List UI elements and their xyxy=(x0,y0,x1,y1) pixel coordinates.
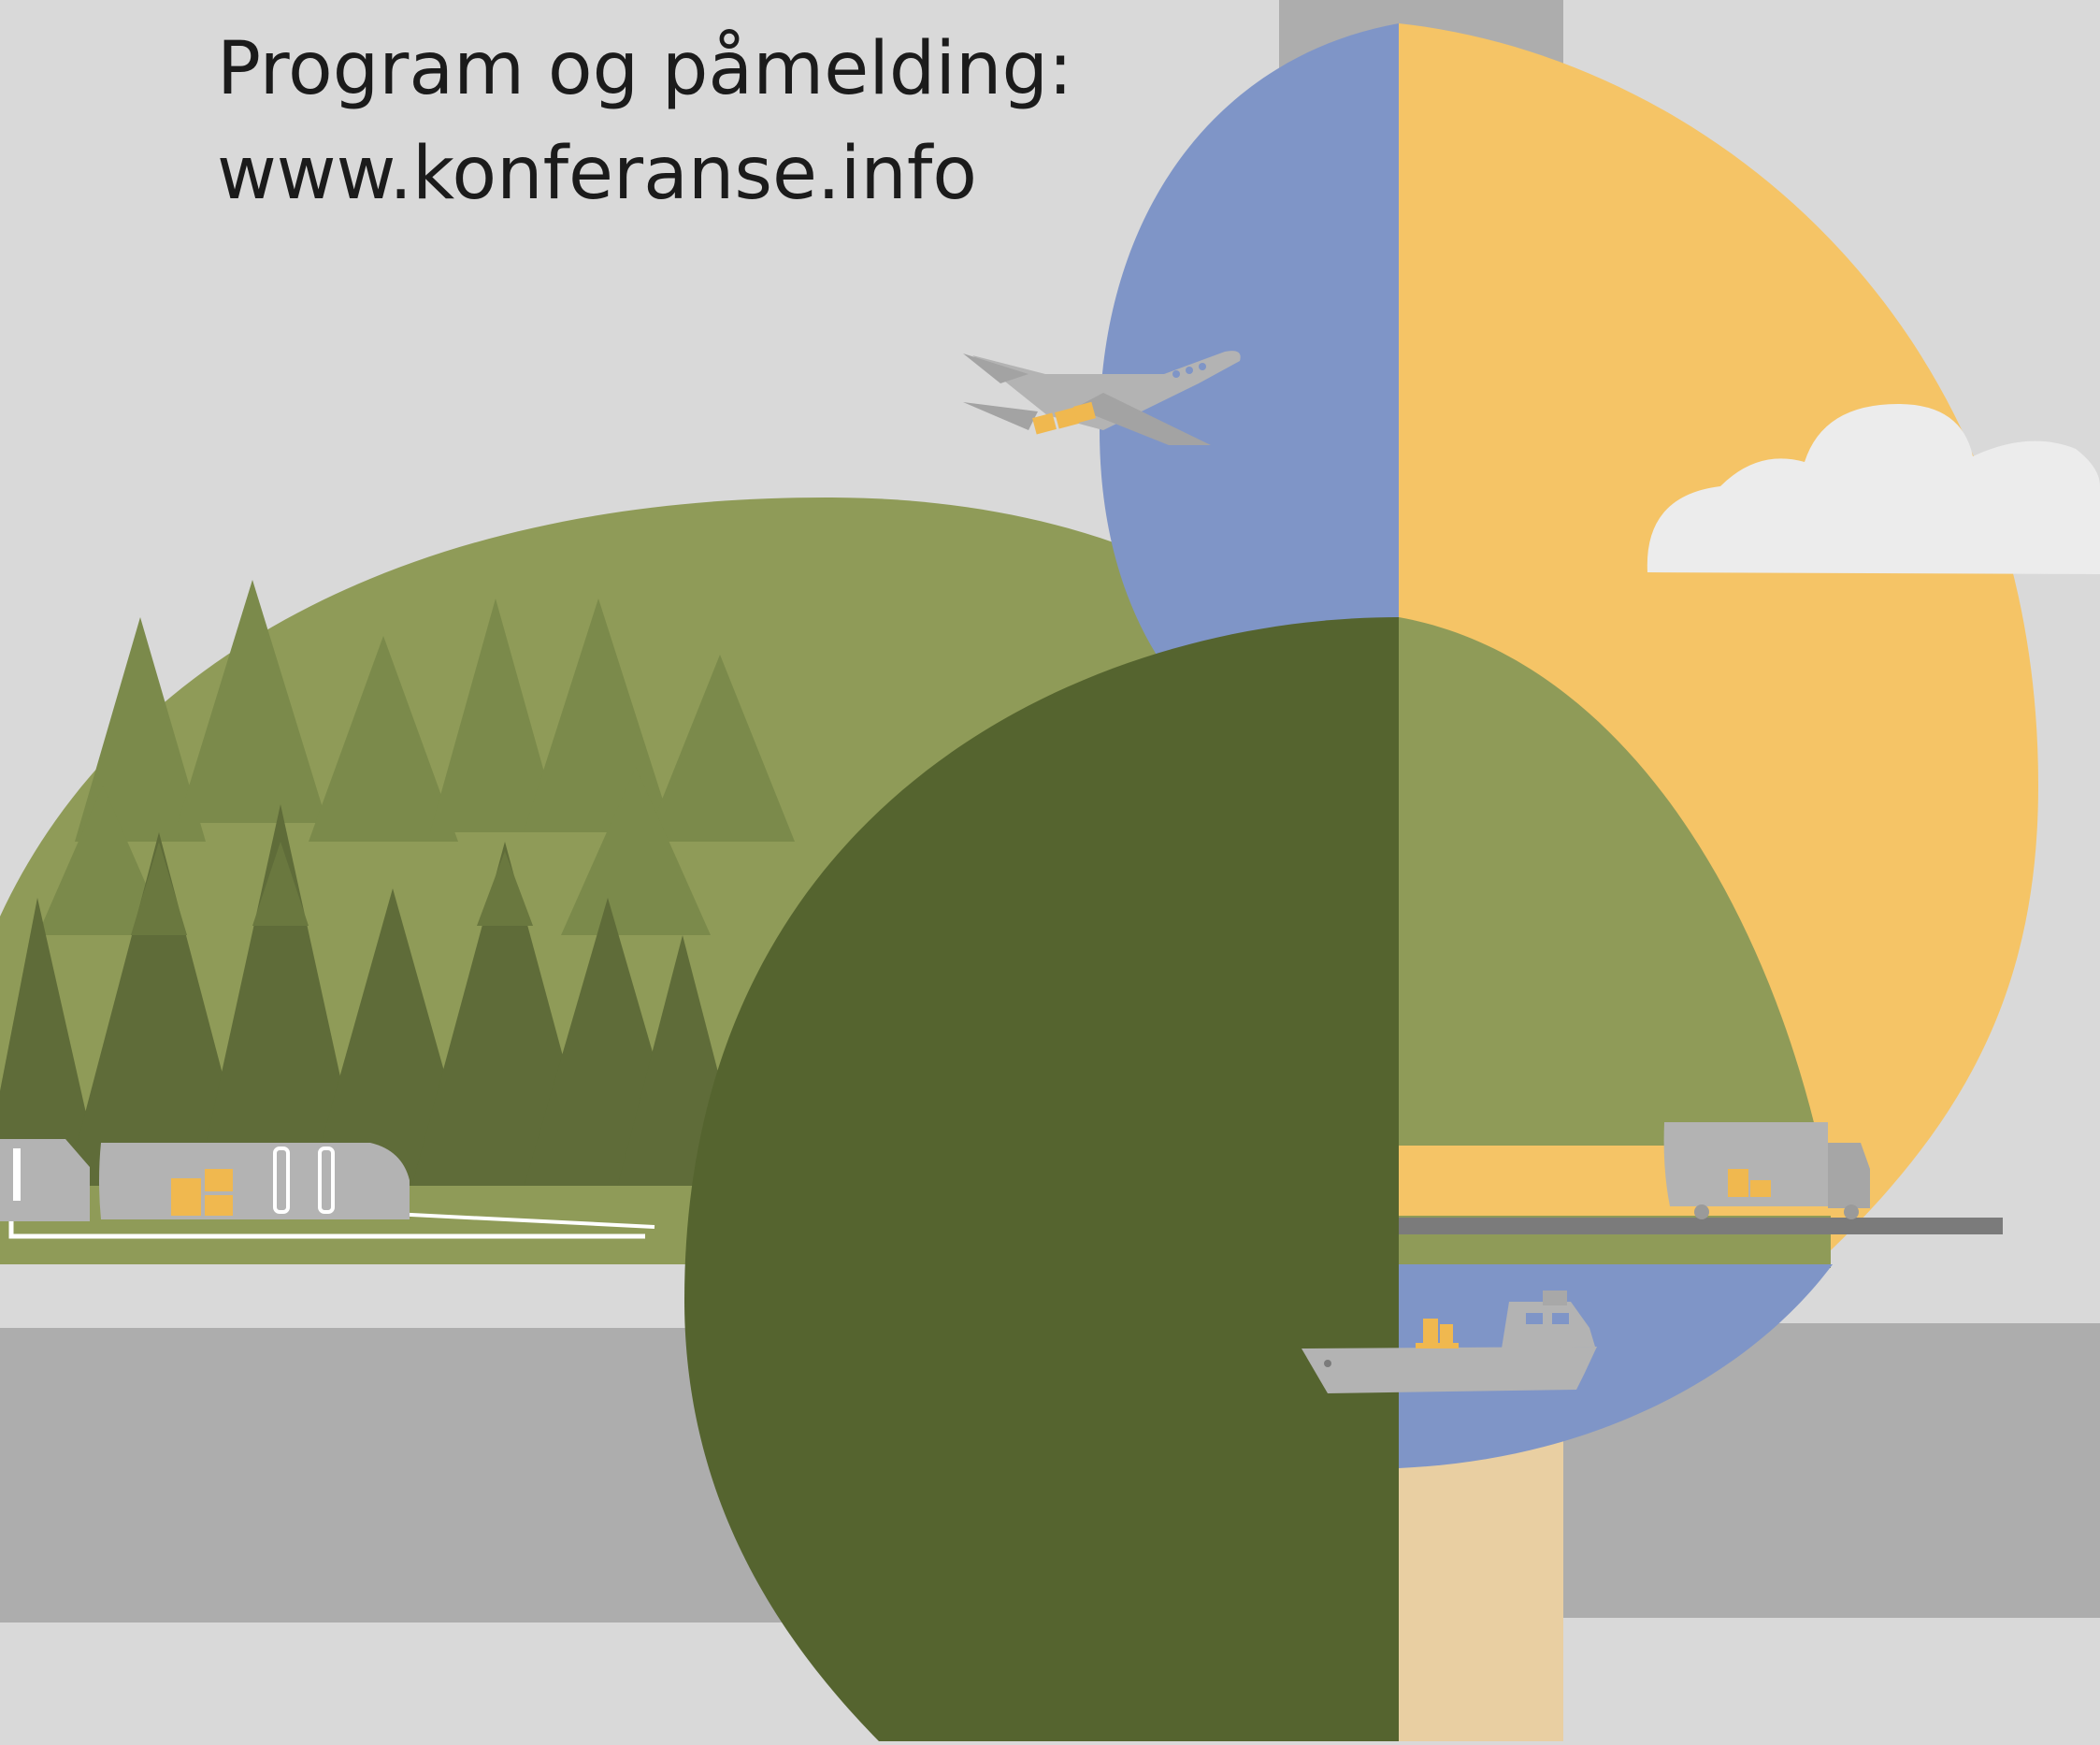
ship-icon xyxy=(1302,1291,1597,1393)
cargo-box-icon xyxy=(1032,401,1096,435)
cargo-box-icon xyxy=(171,1169,233,1216)
website-link[interactable]: www.konferanse.info xyxy=(217,132,978,216)
truck-icon xyxy=(1663,1122,1870,1219)
inner-hill xyxy=(1399,617,1820,1146)
truck-icon xyxy=(0,1139,410,1221)
program-label: Program og påmelding: xyxy=(217,27,1073,111)
road-right-line xyxy=(1399,1218,2003,1234)
sky-half xyxy=(1100,23,1399,673)
road-line xyxy=(8,1216,645,1239)
registration-info: Program og påmelding: www.konferanse.inf… xyxy=(217,17,1072,226)
tree-canopy xyxy=(684,617,1399,1741)
cargo-box-icon xyxy=(1728,1169,1771,1197)
cloud-icon xyxy=(1647,404,2100,574)
tree-trunk xyxy=(1399,1440,1563,1741)
airplane-icon xyxy=(963,351,1241,445)
cargo-box-icon xyxy=(1416,1319,1459,1348)
